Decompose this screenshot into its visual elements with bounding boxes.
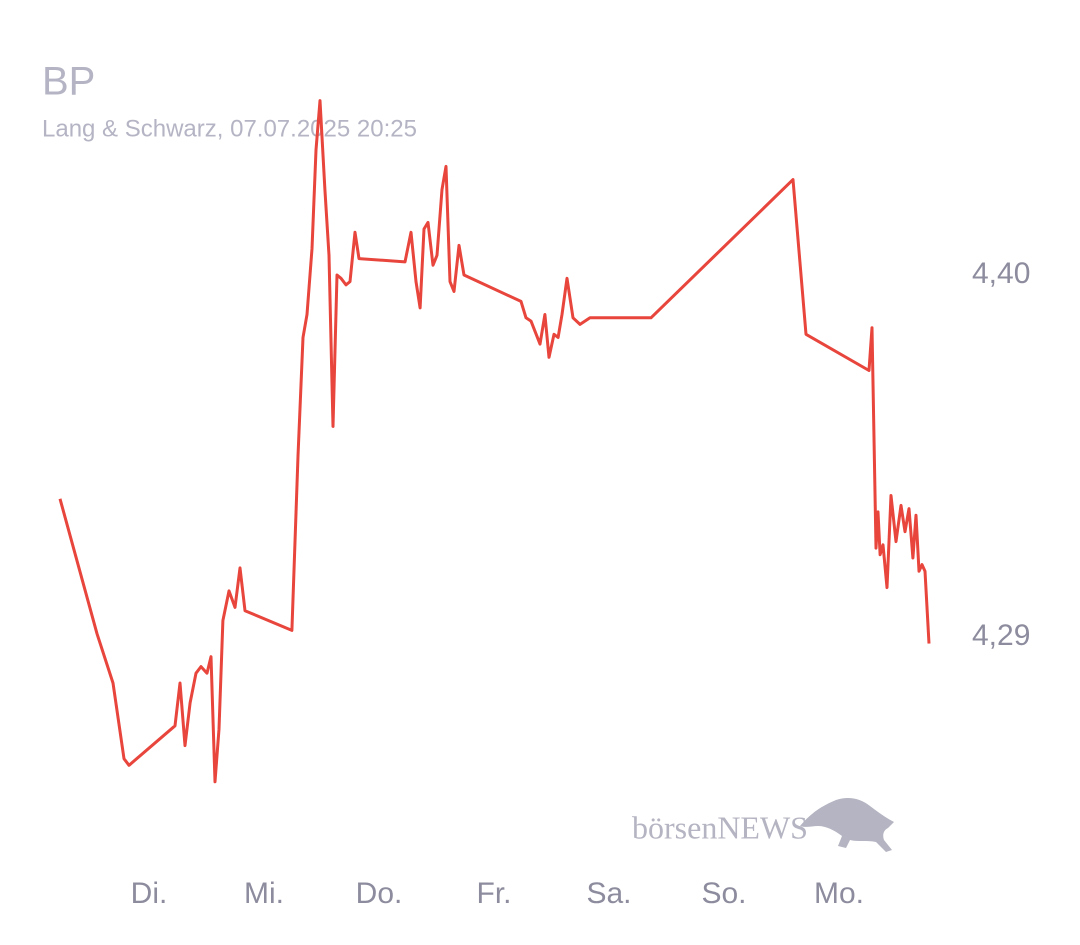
- chart-subtitle: Lang & Schwarz, 07.07.2025 20:25: [42, 115, 417, 142]
- x-tick-label: Mi.: [244, 877, 284, 910]
- x-tick-label: Fr.: [477, 877, 512, 910]
- x-tick-label: Sa.: [586, 877, 631, 910]
- watermark-bull: [800, 798, 894, 852]
- chart-title: BP: [42, 60, 95, 104]
- y-tick-label: 4,29: [972, 619, 1030, 652]
- x-tick-label: Do.: [356, 877, 403, 910]
- y-tick-label: 4,40: [972, 257, 1030, 290]
- x-tick-label: Mo.: [814, 877, 864, 910]
- x-tick-label: Di.: [131, 877, 168, 910]
- x-tick-label: So.: [701, 877, 746, 910]
- price-line: [58, 99, 931, 784]
- watermark: börsenNEWS: [632, 809, 808, 845]
